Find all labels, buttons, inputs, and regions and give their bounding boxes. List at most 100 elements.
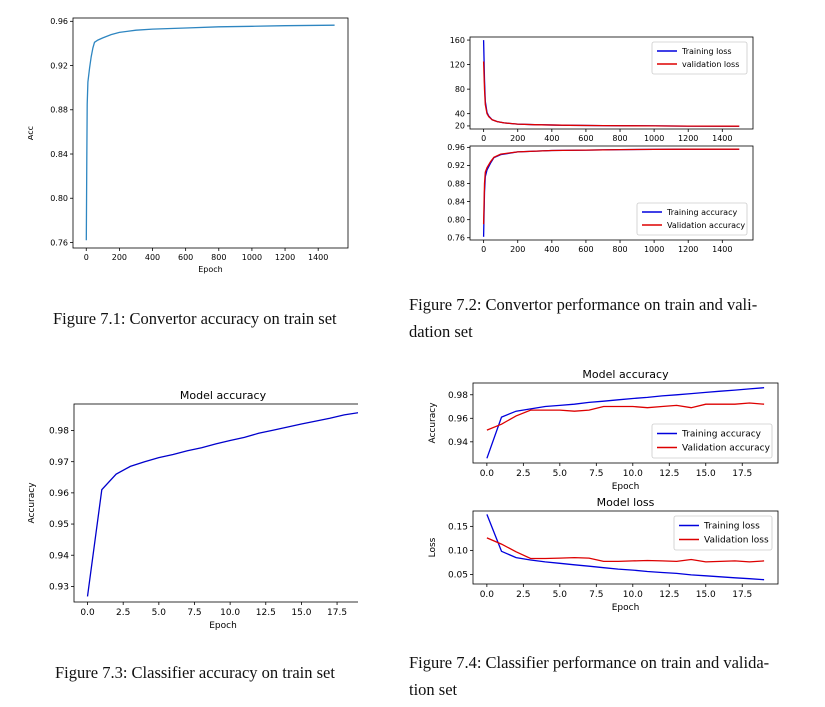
series-line-1 — [486, 537, 765, 563]
y-tick-label: 80 — [455, 85, 465, 94]
legend-frame — [673, 515, 773, 551]
plot-frame — [72, 17, 349, 249]
caption-line-1: Figure 7.4: Classifier performance on tr… — [409, 653, 770, 672]
x-tick-label: 400 — [544, 245, 559, 252]
x-tick-label: 15.0 — [696, 469, 716, 479]
x-tick-label: 2.5 — [516, 469, 530, 479]
plot-frame — [469, 145, 754, 241]
legend-entry: Training accuracy — [681, 430, 762, 440]
plot-area: 0 200 400 600 800 1000 1200 1400 0.76 0.80 0.84 0.8… — [447, 143, 754, 254]
x-axis-label: Epoch — [612, 603, 640, 613]
y-axis-label: Accuracy — [28, 482, 37, 524]
series-line-0 — [486, 514, 765, 581]
x-tick-label: 17.5 — [732, 590, 752, 600]
y-tick-label: 20 — [455, 122, 465, 131]
x-tick-label: 12.5 — [659, 469, 679, 479]
figure-7-1-caption: Figure 7.1: Convertor accuracy on train … — [53, 305, 337, 332]
legend-entry: Validation accuracy — [682, 444, 771, 454]
x-axis-label: Epoch — [209, 621, 237, 631]
x-tick-label: 200 — [112, 253, 127, 262]
x-tick-label: 0.0 — [480, 590, 495, 600]
y-tick-label: 0.76 — [50, 238, 68, 247]
y-tick-label: 0.94 — [448, 438, 468, 448]
y-tick-label: 0.80 — [447, 215, 465, 224]
figure-7-2: 0 200 400 600 800 1000 1200 1400 20 40 80 120 160 Tra… — [430, 26, 760, 256]
legend-entry: Validation accuracy — [667, 221, 745, 230]
plot-area: Model loss 0.0 2.5 5.0 7.5 10.0 12.5 15.0 17.5 0.… — [428, 496, 779, 613]
figure-7-2-caption: Figure 7.2: Convertor performance on tra… — [409, 291, 757, 345]
y-tick-label: 0.96 — [448, 414, 468, 424]
plot-frame — [469, 36, 754, 130]
y-axis-label: Loss — [428, 537, 438, 557]
legend: Training accuracy Validation accuracy — [636, 202, 748, 236]
plot-frame — [73, 403, 373, 603]
chart-title: Model accuracy — [582, 368, 669, 381]
x-tick-label: 600 — [578, 134, 593, 143]
x-tick-label: 7.5 — [589, 590, 603, 600]
x-tick-label: 15.0 — [291, 608, 311, 618]
y-tick-label: 0.92 — [50, 61, 68, 70]
series-line-1 — [486, 402, 765, 431]
y-tick-label: 0.94 — [49, 551, 69, 561]
figure-7-1: 0 200 400 600 800 1000 1200 1400 0.76 0.80 0.84 0.8… — [26, 10, 358, 284]
legend-entry: Training loss — [703, 522, 760, 532]
plot-frame — [472, 510, 779, 585]
x-tick-label: 200 — [510, 134, 525, 143]
x-tick-label: 5.0 — [553, 590, 568, 600]
chart-title: Model loss — [597, 496, 655, 509]
x-tick-label: 10.0 — [623, 590, 643, 600]
convertor-train-validation-chart: 0 200 400 600 800 1000 1200 1400 20 40 80 120 160 Tra… — [447, 36, 754, 254]
x-tick-label: 10.0 — [220, 608, 240, 618]
x-tick-label: 17.5 — [327, 608, 347, 618]
y-tick-label: 0.15 — [448, 523, 468, 533]
x-axis-label: Epoch — [198, 265, 223, 274]
y-tick-label: 0.92 — [447, 161, 465, 170]
x-tick-label: 600 — [578, 245, 593, 252]
caption-line-1: Figure 7.2: Convertor performance on tra… — [409, 295, 758, 314]
x-tick-label: 1400 — [712, 134, 732, 143]
y-tick-label: 0.84 — [50, 150, 68, 159]
x-tick-label: 15.0 — [696, 590, 716, 600]
y-tick-label: 120 — [450, 60, 465, 69]
caption-line-2: tion set — [409, 680, 458, 699]
figure-7-4: Model accuracy 0.0 2.5 5.0 7.5 10.0 12.5 15.0 17… — [428, 366, 788, 620]
y-tick-label: 0.95 — [49, 520, 69, 530]
legend-entry: Training accuracy — [666, 208, 737, 217]
series-line-1 — [482, 148, 740, 225]
convertor-accuracy-chart: 0 200 400 600 800 1000 1200 1400 0.76 0.80 0.84 0.8… — [26, 17, 349, 274]
x-axis-label: Epoch — [612, 482, 640, 492]
figure-7-3-caption: Figure 7.3: Classifier accuracy on train… — [55, 659, 335, 686]
y-tick-label: 0.96 — [50, 17, 68, 26]
x-tick-label: 400 — [544, 134, 559, 143]
x-tick-label: 5.0 — [553, 469, 568, 479]
y-tick-label: 0.96 — [447, 143, 465, 152]
plot-area: 0 200 400 600 800 1000 1200 1400 0.76 0.80 0.84 0.8… — [26, 17, 349, 274]
caption-text: Figure 7.3: Classifier accuracy on train… — [55, 663, 335, 682]
x-tick-label: 12.5 — [256, 608, 276, 618]
x-tick-label: 0.0 — [80, 608, 95, 618]
figure-7-4-caption: Figure 7.4: Classifier performance on tr… — [409, 649, 769, 703]
chart-title: Model accuracy — [180, 389, 267, 402]
legend-frame — [651, 423, 773, 459]
series-line-0 — [86, 412, 359, 597]
x-tick-label: 1400 — [308, 253, 328, 262]
plot-area: Model accuracy 0.0 2.5 5.0 7.5 10.0 12.5 15.0 17… — [428, 368, 779, 492]
y-tick-label: 0.84 — [447, 197, 465, 206]
legend: Training loss Validation loss — [673, 515, 773, 551]
plot-area: Model accuracy 0.0 2.5 5.0 7.5 10.0 12.5 15.0 17… — [27, 389, 373, 631]
x-tick-label: 600 — [178, 253, 193, 262]
plot-area: 0 200 400 600 800 1000 1200 1400 20 40 80 120 160 Tra… — [450, 36, 754, 143]
y-tick-label: 0.93 — [49, 583, 69, 593]
legend: Training accuracy Validation accuracy — [651, 423, 773, 459]
x-tick-label: 0 — [481, 245, 486, 252]
x-tick-label: 7.5 — [589, 469, 603, 479]
y-tick-label: 0.10 — [448, 547, 468, 557]
x-tick-label: 1400 — [712, 245, 732, 252]
series-line-1 — [482, 61, 740, 127]
x-tick-label: 1000 — [242, 253, 262, 262]
x-tick-label: 1200 — [678, 134, 698, 143]
x-tick-label: 2.5 — [516, 590, 530, 600]
x-tick-label: 1200 — [678, 245, 698, 252]
figure-7-3: Model accuracy 0.0 2.5 5.0 7.5 10.0 12.5 15.0 17… — [27, 384, 373, 638]
y-tick-label: 0.96 — [49, 489, 69, 499]
